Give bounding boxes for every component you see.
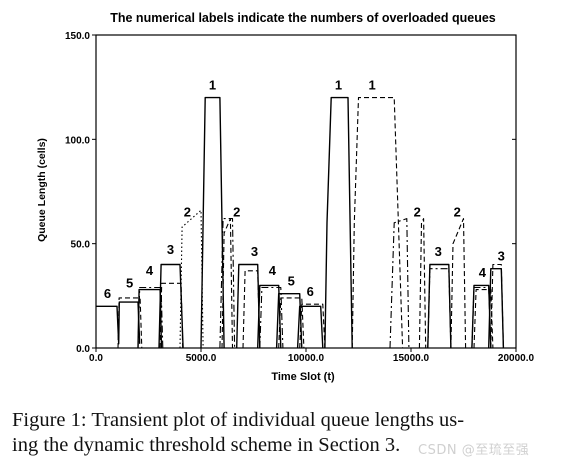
x-tick-label: 10000.0 bbox=[288, 353, 325, 364]
overload-count-label: 3 bbox=[167, 242, 174, 257]
queue-length-chart: The numerical labels indicate the number… bbox=[36, 11, 535, 383]
overload-count-label: 6 bbox=[104, 286, 111, 301]
x-tick-label: 20000.0 bbox=[498, 353, 535, 364]
x-tick-label: 0.0 bbox=[89, 353, 103, 364]
plot-frame bbox=[95, 34, 517, 349]
queue-series-21 bbox=[389, 218, 410, 349]
queue-series-9 bbox=[219, 218, 236, 349]
series-layer bbox=[96, 96, 505, 349]
overload-count-label: 1 bbox=[209, 77, 216, 92]
queue-series-17 bbox=[296, 305, 324, 349]
x-axis-label: Time Slot (t) bbox=[271, 371, 335, 383]
queue-series-13 bbox=[257, 284, 282, 349]
overload-count-label: 3 bbox=[498, 248, 505, 263]
overload-count-label: 4 bbox=[146, 263, 154, 278]
overload-count-label: 2 bbox=[454, 205, 461, 220]
queue-series-6 bbox=[158, 263, 184, 349]
y-tick-label: 150.0 bbox=[65, 31, 90, 42]
queue-series-4 bbox=[137, 286, 164, 349]
queue-series-30 bbox=[490, 263, 504, 349]
queue-series-24 bbox=[427, 268, 452, 349]
queue-series-2 bbox=[117, 297, 143, 349]
queue-series-5 bbox=[159, 282, 184, 349]
y-tick-label: 100.0 bbox=[65, 135, 90, 146]
overload-count-label: 5 bbox=[126, 275, 133, 290]
queue-series-29 bbox=[488, 268, 505, 349]
y-tick-label: 0.0 bbox=[76, 344, 90, 355]
overload-count-label: 4 bbox=[479, 265, 487, 280]
overload-count-label: 1 bbox=[369, 77, 376, 92]
queue-series-11 bbox=[236, 263, 261, 349]
queue-series-8 bbox=[200, 96, 225, 349]
overload-count-label: 3 bbox=[251, 244, 258, 259]
overload-count-label: 2 bbox=[233, 205, 240, 220]
overload-count-label: 1 bbox=[335, 77, 342, 92]
y-axis-label: Queue Length (cells) bbox=[36, 138, 48, 242]
chart-title: The numerical labels indicate the number… bbox=[110, 11, 496, 25]
overload-count-label: 2 bbox=[184, 205, 191, 220]
queue-series-3 bbox=[137, 288, 163, 349]
plot-axes: 0.0 5000.0 10000.0 15000.0 20000.0 0.0 50.0 100… bbox=[65, 31, 535, 364]
queue-series-19 bbox=[324, 96, 353, 349]
queue-series-23 bbox=[427, 263, 452, 349]
queue-series-28 bbox=[473, 289, 494, 349]
overload-count-label: 2 bbox=[414, 205, 421, 220]
queue-series-22 bbox=[418, 218, 427, 349]
queue-series-7 bbox=[179, 209, 204, 349]
queue-series-10 bbox=[221, 218, 234, 349]
queue-series-12 bbox=[242, 270, 261, 349]
overload-count-label: 3 bbox=[435, 244, 442, 259]
queue-series-16 bbox=[278, 297, 305, 349]
overload-count-label: 4 bbox=[269, 263, 277, 278]
x-tick-label: 5000.0 bbox=[186, 353, 217, 364]
queue-series-25 bbox=[450, 218, 467, 349]
queue-series-14 bbox=[259, 286, 284, 349]
watermark: CSDN @至琉至强 bbox=[418, 443, 530, 458]
overload-count-label: 5 bbox=[288, 273, 295, 288]
x-tick-label: 15000.0 bbox=[393, 353, 430, 364]
overload-count-label: 6 bbox=[307, 284, 314, 299]
y-tick-label: 50.0 bbox=[71, 240, 91, 251]
figure-caption: Figure 1: Transient plot of individual q… bbox=[12, 409, 465, 456]
queue-series-20 bbox=[351, 97, 404, 349]
